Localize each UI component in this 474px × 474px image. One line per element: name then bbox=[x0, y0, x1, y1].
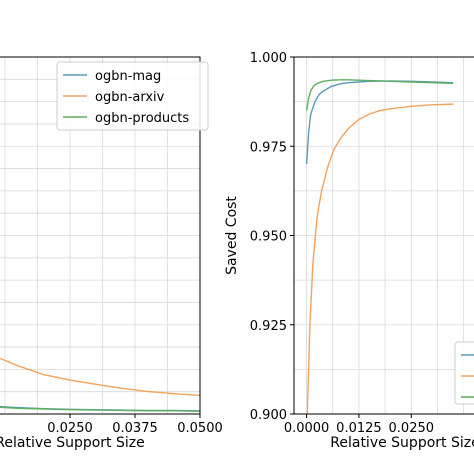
series-line-ogbn-products bbox=[305, 79, 454, 111]
legend-box bbox=[56, 61, 209, 131]
y-axis-label: Saved Cost bbox=[224, 196, 240, 275]
x-tick-label: 0.0250 bbox=[389, 421, 435, 436]
legend-label: ogbn-arxiv bbox=[95, 90, 165, 105]
x-tick-label: 0.0125 bbox=[336, 421, 382, 436]
series-line-ogbn-products bbox=[0, 406, 200, 412]
legend-label: ogbn-mag bbox=[95, 69, 161, 84]
x-tick-label: 0.0500 bbox=[177, 421, 223, 436]
legend-label: ogbn-products bbox=[95, 111, 189, 126]
y-tick-label: 0.925 bbox=[250, 319, 287, 334]
plot-area bbox=[294, 57, 474, 414]
series-line-ogbn-arxiv bbox=[306, 103, 454, 414]
x-axis-label: Relative Support Size bbox=[330, 435, 474, 451]
y-tick-label: 0.950 bbox=[250, 230, 287, 245]
y-tick-label: 0.975 bbox=[250, 140, 287, 155]
left-chart-panel: 0.0250 0.0375 0.0500 Relative Support Size o… bbox=[0, 56, 223, 451]
x-axis-label: Relative Support Size bbox=[0, 435, 145, 451]
series-line-ogbn-mag bbox=[305, 80, 454, 165]
legend bbox=[454, 341, 474, 405]
series-line-ogbn-arxiv bbox=[0, 357, 200, 397]
legend-box bbox=[454, 341, 474, 405]
legend: ogbn-mag ogbn-arxiv ogbn-products bbox=[56, 61, 209, 131]
x-tick-label: 0.0375 bbox=[112, 421, 158, 436]
right-chart-panel: 0.0000 0.0125 0.0250 0.900 0.925 0.950 0.975 1.… bbox=[224, 51, 474, 451]
x-tick-label: 0.0000 bbox=[284, 421, 330, 436]
x-tick-label: 0.0250 bbox=[47, 421, 93, 436]
y-tick-label: 0.900 bbox=[250, 408, 287, 423]
y-tick-label: 1.000 bbox=[250, 51, 287, 66]
